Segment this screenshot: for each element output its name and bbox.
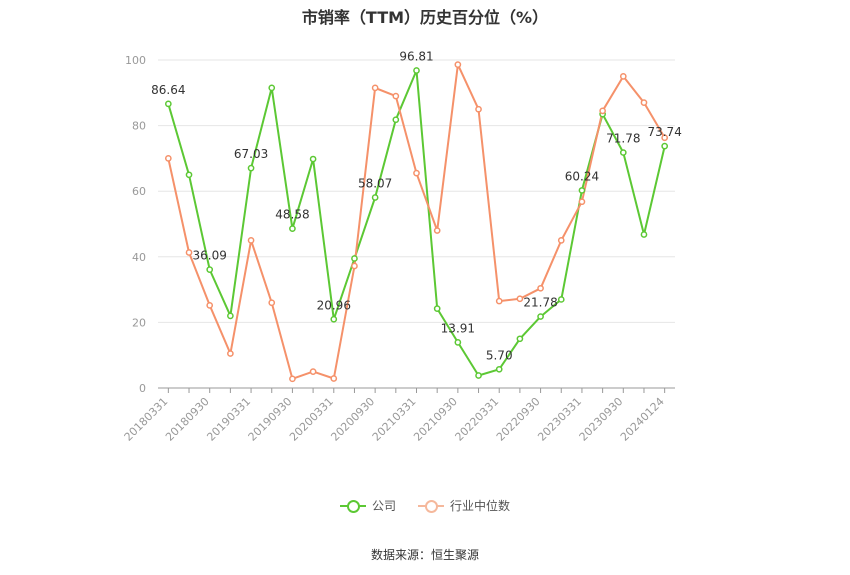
x-tick-label-20220930: 20220930: [494, 395, 543, 444]
data-label-20: 60.24: [565, 169, 599, 183]
data-label-4: 67.03: [234, 147, 268, 161]
data-label-16: 5.70: [486, 348, 513, 362]
series-1-point-8: [330, 375, 338, 382]
x-tick-label-20200331: 20200331: [287, 395, 336, 444]
series-0-point-10: [371, 194, 379, 201]
data-label-0: 86.64: [151, 83, 185, 97]
data-source-note: 数据来源：恒生聚源: [370, 548, 479, 562]
x-tick-label-20210331: 20210331: [370, 395, 419, 444]
y-tick-label-0: 0: [139, 382, 146, 395]
series-1-point-5: [268, 299, 276, 307]
series-1-point-4: [247, 237, 255, 244]
series-1-point-3: [227, 350, 234, 357]
y-tick-label-20: 20: [132, 316, 146, 329]
series-0-point-7: [309, 155, 317, 163]
series-0-point-17: [516, 335, 524, 343]
data-label-8: 20.96: [317, 298, 351, 312]
series-0-point-12: [413, 67, 420, 74]
data-label-14: 13.91: [441, 321, 475, 335]
x-tick-label-20230331: 20230331: [535, 395, 584, 444]
series-1-point-0: [164, 155, 172, 162]
x-tick-label-20220331: 20220331: [453, 395, 502, 444]
series-0-point-0: [164, 100, 172, 108]
series-0-point-4: [247, 164, 255, 172]
x-tick-label-20240124: 20240124: [618, 395, 667, 444]
series-0-point-2: [206, 266, 214, 273]
series-1-point-21: [599, 107, 606, 115]
series-0-point-24: [661, 142, 669, 150]
series-0-point-9: [351, 255, 358, 262]
series-1-point-16: [495, 297, 503, 305]
series-0-point-6: [289, 225, 296, 233]
data-label-18: 21.78: [523, 296, 557, 310]
series-1-point-7: [309, 368, 317, 375]
series-0-point-18: [537, 313, 544, 320]
series-1-point-19: [557, 237, 565, 244]
series-0-point-13: [433, 305, 441, 312]
legend-label-industry-median: 行业中位数: [450, 499, 511, 513]
series-0-point-22: [619, 149, 627, 156]
series-0-point-23: [640, 231, 648, 238]
x-tick-label-20230930: 20230930: [577, 395, 626, 444]
series-0-point-16: [495, 365, 503, 373]
data-label-6: 48.58: [275, 208, 309, 222]
legend-marker-company: [339, 499, 366, 513]
x-tick-label-20180930: 20180930: [163, 395, 212, 444]
series-1-point-15: [475, 105, 482, 113]
series-1-point-23: [640, 99, 648, 106]
series-1-point-20: [578, 198, 586, 206]
data-label-12: 96.81: [399, 49, 433, 63]
series-1-point-6: [289, 375, 296, 383]
series-1-point-9: [351, 262, 358, 270]
series-0-point-20: [578, 187, 586, 194]
series-1-point-2: [206, 301, 214, 309]
legend-marker-industry-median: [418, 499, 444, 513]
x-tick-label-20210930: 20210930: [411, 395, 460, 444]
series-0-point-15: [475, 372, 482, 379]
series-1-point-18: [537, 284, 544, 292]
series-1-point-17: [516, 295, 524, 303]
series-0-point-8: [330, 315, 338, 323]
series-1-point-10: [371, 84, 379, 92]
series-0-point-19: [557, 296, 565, 303]
series-0-point-14: [454, 339, 462, 346]
series-1-point-13: [433, 227, 441, 234]
series-1-point-14: [454, 61, 462, 68]
data-label-24: 73.74: [647, 125, 681, 139]
y-tick-label-80: 80: [132, 120, 146, 133]
legend-item-industry-median[interactable]: 行业中位数: [418, 497, 510, 514]
series-0-point-3: [227, 312, 234, 320]
x-tick-label-20190930: 20190930: [246, 395, 295, 444]
x-tick-label-20180331: 20180331: [122, 395, 171, 444]
data-label-2: 36.09: [193, 249, 227, 263]
legend-label-company: 公司: [371, 499, 396, 513]
y-tick-label-40: 40: [132, 251, 146, 264]
series-1-point-12: [413, 169, 420, 177]
x-tick-label-20190331: 20190331: [204, 395, 253, 444]
y-tick-label-100: 100: [125, 54, 146, 67]
series-0-point-1: [185, 171, 193, 179]
series-0-point-5: [268, 84, 276, 92]
x-tick-label-20200930: 20200930: [328, 395, 377, 444]
series-1-point-22: [619, 73, 627, 80]
legend-item-company[interactable]: 公司: [339, 497, 396, 514]
series-1-point-24: [661, 134, 669, 142]
chart-title: 市销率（TTM）历史百分位（%）: [301, 8, 549, 27]
series-1-point-1: [185, 249, 193, 256]
data-label-10: 58.07: [358, 177, 392, 191]
y-tick-label-60: 60: [132, 185, 146, 198]
series-0-point-11: [392, 116, 400, 124]
series-line-0: [167, 69, 666, 377]
series-1-point-11: [392, 92, 400, 100]
data-label-22: 71.78: [606, 132, 640, 146]
chart-legend: 公司 行业中位数: [0, 497, 850, 514]
